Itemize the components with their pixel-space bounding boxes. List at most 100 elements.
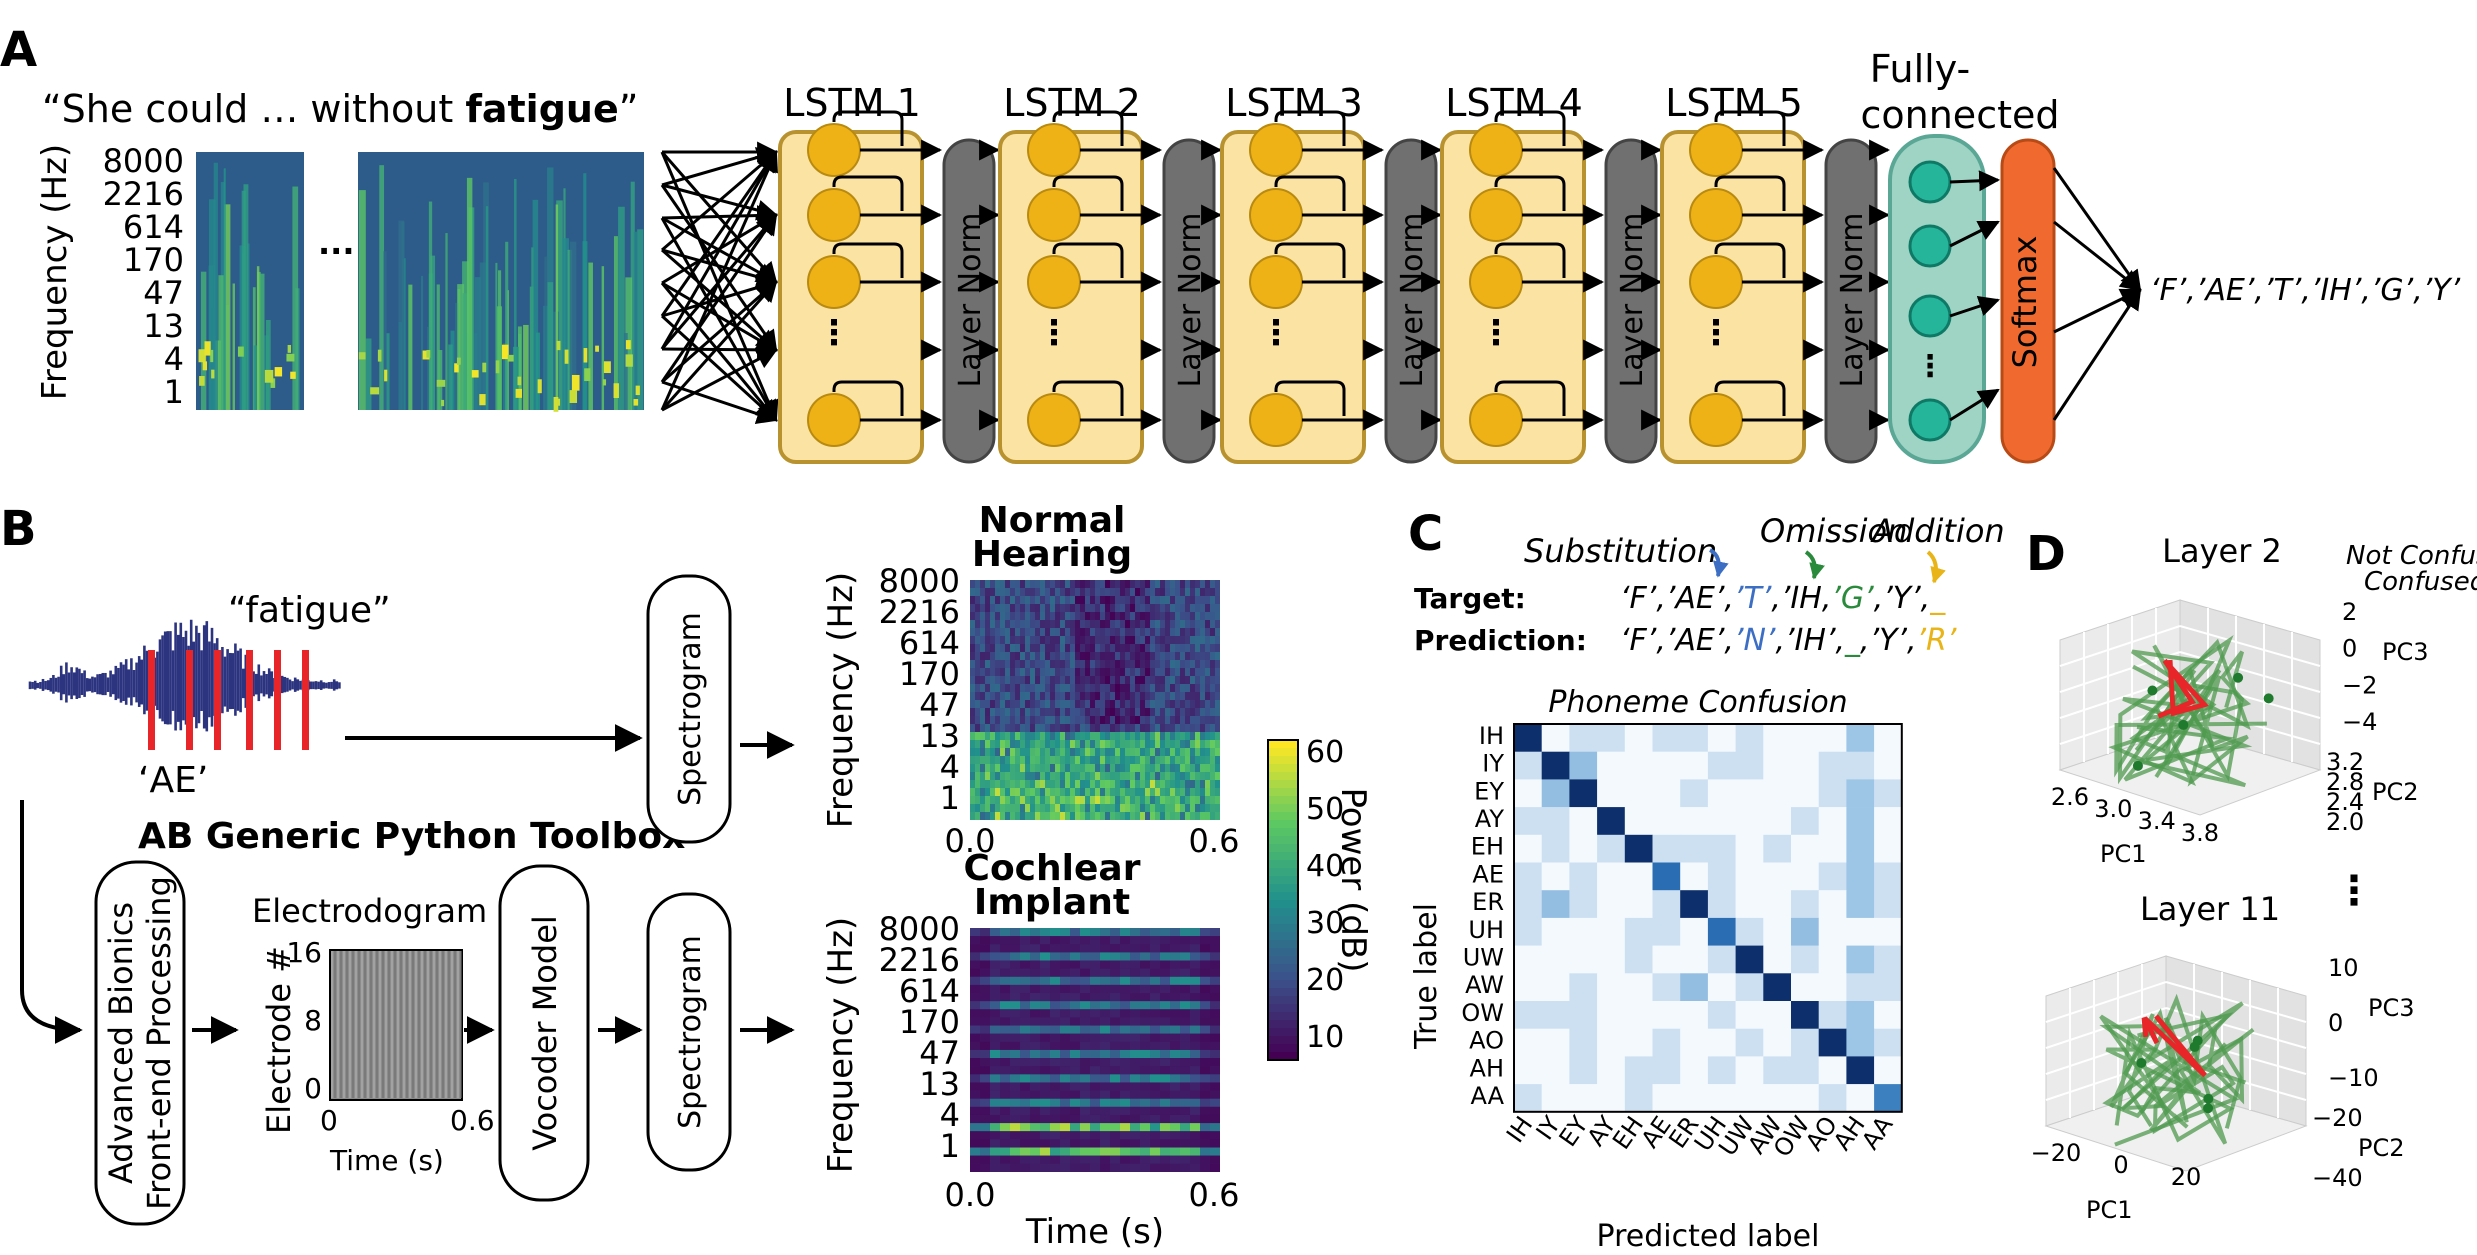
nh-cell bbox=[1180, 588, 1185, 596]
nh-cell bbox=[1060, 684, 1065, 692]
matrix-cell bbox=[1597, 890, 1626, 919]
frontend-box[interactable] bbox=[94, 860, 186, 1226]
nh-cell bbox=[1015, 700, 1020, 708]
ci-cell bbox=[1080, 984, 1090, 994]
ytick: 170 bbox=[899, 655, 960, 693]
nh-cell bbox=[1175, 660, 1180, 668]
spectral-harmonic bbox=[199, 376, 205, 386]
nh-cell bbox=[1090, 652, 1095, 660]
nh-cell bbox=[1085, 812, 1090, 820]
nh-cell bbox=[1160, 764, 1165, 772]
ci-cell bbox=[1190, 1090, 1200, 1099]
trajectory-not-confused bbox=[2114, 666, 2267, 787]
nh-cell bbox=[1105, 636, 1110, 644]
spectrogram-label-bottom: Spectrogram bbox=[673, 935, 708, 1129]
spectral-stripe bbox=[544, 256, 547, 410]
ci-cell bbox=[1150, 984, 1160, 994]
nh-cell bbox=[1080, 652, 1085, 660]
nh-cell bbox=[1125, 812, 1130, 820]
ci-cell bbox=[1190, 928, 1200, 937]
nh-cell bbox=[1055, 692, 1060, 700]
ci-cell bbox=[1200, 1058, 1210, 1067]
nh-cell bbox=[1040, 700, 1045, 708]
matrix-cell bbox=[1791, 1084, 1819, 1113]
recurrent-loop bbox=[1494, 242, 1566, 278]
ci-cell bbox=[1130, 1131, 1140, 1140]
nh-cell bbox=[970, 660, 975, 668]
ci-cell bbox=[1120, 1155, 1130, 1164]
nh-cell bbox=[1040, 668, 1045, 676]
spectral-stripe bbox=[497, 270, 502, 410]
nh-cell bbox=[975, 612, 980, 620]
ci-cell bbox=[1030, 976, 1040, 985]
nh-cell bbox=[1070, 596, 1075, 604]
ci-cell bbox=[1210, 1163, 1220, 1172]
ci-cell bbox=[1210, 1009, 1220, 1018]
nh-cell bbox=[1150, 716, 1155, 724]
nh-cell bbox=[1155, 764, 1160, 772]
matrix-cell bbox=[1624, 945, 1653, 974]
nh-cell bbox=[1200, 812, 1205, 820]
nh-cell bbox=[1170, 708, 1175, 716]
ci-cell bbox=[1180, 1147, 1190, 1156]
nh-cell bbox=[1050, 652, 1055, 660]
nh-cell bbox=[975, 716, 980, 724]
omission-label: Omission bbox=[1760, 512, 1907, 550]
target-label: Target: bbox=[1414, 582, 1526, 615]
spectrogram-box-bottom[interactable] bbox=[646, 892, 732, 1172]
ci-cell bbox=[980, 993, 990, 1002]
nh-cell bbox=[1020, 740, 1025, 748]
nh-cell bbox=[1105, 580, 1110, 588]
nh-cell bbox=[1210, 780, 1215, 788]
nh-cell bbox=[1160, 724, 1165, 732]
ci-cell bbox=[1020, 976, 1030, 985]
nh-cell bbox=[1110, 732, 1115, 740]
nh-cell bbox=[1090, 692, 1095, 700]
ci-cell bbox=[1180, 1163, 1190, 1172]
ci-cell bbox=[1010, 928, 1020, 937]
matrix-cell bbox=[1597, 945, 1626, 974]
nh-cell bbox=[1210, 636, 1215, 644]
matrix-cell bbox=[1791, 1028, 1819, 1057]
ci-cell bbox=[1050, 1001, 1060, 1010]
vocoder-box[interactable] bbox=[498, 864, 590, 1202]
nh-cell bbox=[975, 756, 980, 764]
matrix-cell bbox=[1735, 973, 1764, 1002]
nh-cell bbox=[1000, 724, 1005, 732]
nh-cell bbox=[1005, 772, 1010, 780]
nh-cell bbox=[1015, 708, 1020, 716]
nh-cell bbox=[1100, 580, 1105, 588]
ci-cell bbox=[1080, 1025, 1090, 1034]
ci-cell bbox=[1160, 960, 1170, 969]
nh-cell bbox=[1185, 796, 1190, 804]
matrix-cell bbox=[1514, 945, 1542, 974]
nh-cell bbox=[1040, 756, 1045, 764]
phoneme-marker bbox=[186, 650, 193, 750]
nh-cell bbox=[1030, 804, 1035, 812]
nh-cell bbox=[1080, 804, 1085, 812]
ci-cell bbox=[1020, 1001, 1030, 1010]
spectrogram-box-top[interactable] bbox=[646, 574, 732, 844]
nh-cell bbox=[1120, 596, 1125, 604]
nh-cell bbox=[1010, 724, 1015, 732]
ci-cell bbox=[1120, 952, 1130, 961]
nh-cell bbox=[1015, 756, 1020, 764]
nh-cell bbox=[970, 796, 975, 804]
ci-cell bbox=[1150, 1098, 1160, 1107]
nh-cell bbox=[1085, 604, 1090, 612]
nh-cell bbox=[1120, 740, 1125, 748]
nh-cell bbox=[985, 580, 990, 588]
nh-cell bbox=[1045, 644, 1050, 652]
nh-cell bbox=[1055, 588, 1060, 596]
sequence-token: _ bbox=[1844, 623, 1861, 658]
nh-cell bbox=[1080, 604, 1085, 612]
ci-cell bbox=[1090, 968, 1100, 977]
nh-cell bbox=[1000, 732, 1005, 740]
ci-cell bbox=[1130, 1147, 1140, 1156]
ci-cell bbox=[1020, 1074, 1030, 1083]
nh-cell bbox=[1160, 580, 1165, 588]
colorbar-segment bbox=[1268, 788, 1298, 797]
nh-cell bbox=[1050, 756, 1055, 764]
ci-cell bbox=[1080, 1098, 1090, 1107]
